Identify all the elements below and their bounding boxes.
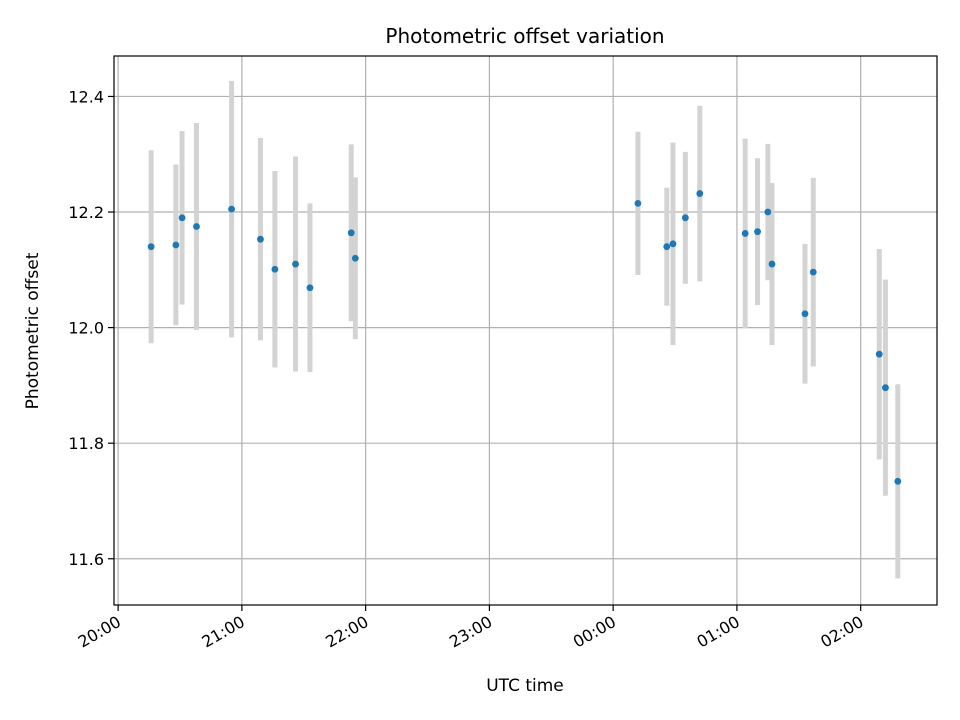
data-point [696, 190, 704, 197]
y-tick-label: 11.8 [68, 434, 104, 453]
data-point [634, 199, 642, 207]
x-axis-title: UTC time [486, 676, 564, 696]
y-axis: 11.6 11.8 12.0 12.2 12.4 [68, 87, 114, 569]
plot-frame [113, 55, 938, 606]
y-tick-label: 12.2 [68, 203, 104, 222]
data-point [306, 284, 314, 292]
grid [114, 56, 937, 605]
y-axis-title: Photometric offset [23, 252, 43, 409]
data-point [663, 243, 671, 251]
data-point [178, 214, 186, 222]
y-tick-label: 12.0 [68, 319, 104, 338]
data-points [147, 190, 902, 485]
data-point [809, 268, 817, 276]
data-point [147, 243, 155, 251]
data-point [741, 230, 749, 237]
data-point [681, 214, 689, 222]
data-point [882, 384, 889, 392]
chart-title: Photometric offset variation [385, 24, 664, 48]
data-point [172, 241, 180, 249]
data-point [351, 254, 359, 262]
data-point [257, 235, 264, 243]
data-point [768, 260, 776, 268]
data-point [801, 310, 809, 318]
data-point [764, 208, 772, 216]
data-point [228, 205, 235, 213]
data-point [875, 350, 883, 358]
data-point [754, 228, 761, 236]
y-tick-label: 11.6 [68, 550, 104, 569]
data-point [193, 223, 200, 230]
data-point [669, 240, 677, 248]
data-point [271, 265, 279, 273]
data-point [894, 477, 902, 485]
data-point [292, 260, 299, 268]
data-point [347, 229, 355, 237]
y-tick-label: 12.4 [68, 87, 104, 106]
